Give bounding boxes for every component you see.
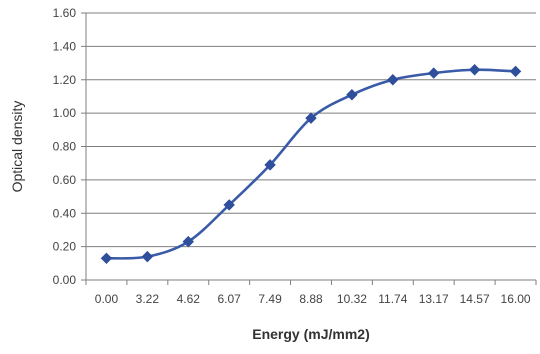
x-axis-title: Energy (mJ/mm2): [252, 326, 369, 342]
data-point-marker: [305, 112, 317, 124]
y-tick-label: 0.20: [53, 240, 77, 254]
y-axis-title: Optical density: [9, 101, 25, 193]
data-point-marker: [509, 65, 522, 78]
data-point-marker: [468, 64, 481, 76]
y-tick-label: 0.80: [53, 140, 77, 154]
data-point-marker: [428, 67, 440, 79]
x-tick-labels: 0.00 3.22 4.62 6.07 7.49 8.88 10.32 11.74 13.17 1…: [95, 292, 531, 306]
data-point-marker: [223, 199, 235, 211]
data-point-marker: [387, 74, 399, 86]
x-tick-label: 11.74: [378, 292, 407, 306]
data-point-marker: [141, 250, 154, 263]
x-tick-label: 16.00: [501, 292, 531, 306]
x-tick-label: 4.62: [177, 292, 201, 306]
series-line: [105, 68, 517, 260]
x-tick-label: 0.00: [95, 292, 119, 306]
x-tick-label: 10.32: [337, 292, 367, 306]
data-point-marker: [100, 252, 113, 265]
y-tick-label: 1.00: [53, 106, 77, 120]
y-tick-label: 0.40: [53, 206, 77, 220]
y-tick-label: 0.00: [53, 273, 77, 287]
data-point-marker: [346, 89, 358, 101]
y-tick-label: 1.20: [53, 73, 77, 87]
data-point-marker: [182, 235, 194, 248]
x-tick-label: 7.49: [258, 292, 282, 306]
data-point-marker: [264, 159, 276, 171]
x-tick-label: 13.17: [419, 292, 449, 306]
x-tick-label: 3.22: [136, 292, 160, 306]
y-tick-labels: 0.00 0.20 0.40 0.60 0.80 1.00 1.20 1.40 1.60: [53, 6, 77, 287]
series: [100, 64, 522, 265]
y-tick-label: 1.40: [53, 39, 77, 53]
x-tick-label: 14.57: [460, 292, 490, 306]
axes: [81, 12, 537, 285]
y-tick-label: 1.60: [53, 6, 77, 20]
y-tick-label: 0.60: [53, 173, 77, 187]
x-tick-label: 8.88: [299, 292, 323, 306]
x-tick-label: 6.07: [218, 292, 242, 306]
grid-lines: [86, 12, 536, 248]
